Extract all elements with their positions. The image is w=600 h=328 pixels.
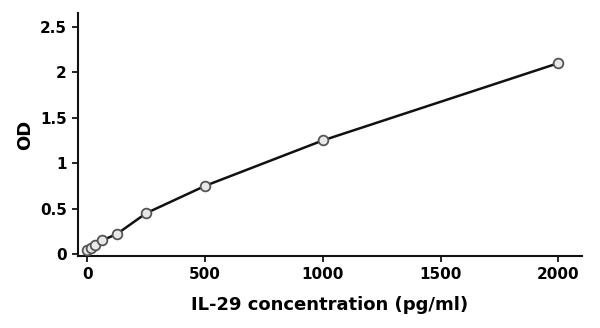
X-axis label: IL-29 concentration (pg/ml): IL-29 concentration (pg/ml) — [191, 296, 469, 314]
Y-axis label: OD: OD — [16, 119, 34, 150]
